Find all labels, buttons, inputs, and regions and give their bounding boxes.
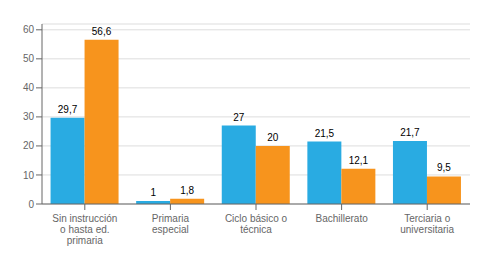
svg-text:21,5: 21,5	[315, 128, 335, 139]
svg-text:Primariaespecial: Primariaespecial	[152, 213, 190, 235]
svg-text:12,1: 12,1	[349, 155, 369, 166]
svg-text:Ciclo básico otécnica: Ciclo básico otécnica	[225, 213, 288, 235]
svg-text:29,7: 29,7	[58, 104, 78, 115]
svg-text:Terciaria ouniversitaria: Terciaria ouniversitaria	[400, 213, 454, 235]
svg-text:30: 30	[23, 111, 35, 122]
svg-text:50: 50	[23, 53, 35, 64]
svg-text:1: 1	[150, 187, 156, 198]
svg-text:Bachillerato: Bachillerato	[315, 213, 368, 224]
svg-text:0: 0	[28, 199, 34, 210]
svg-text:60: 60	[23, 24, 35, 35]
svg-text:10: 10	[23, 170, 35, 181]
svg-text:1,8: 1,8	[180, 185, 194, 196]
svg-text:20: 20	[267, 132, 279, 143]
svg-text:40: 40	[23, 82, 35, 93]
svg-text:21,7: 21,7	[400, 127, 420, 138]
svg-text:27: 27	[233, 112, 245, 123]
svg-text:56,6: 56,6	[92, 26, 112, 37]
svg-text:Sin instruccióno hasta ed.prim: Sin instruccióno hasta ed.primaria	[52, 213, 117, 246]
svg-text:9,5: 9,5	[437, 162, 451, 173]
svg-text:20: 20	[23, 140, 35, 151]
